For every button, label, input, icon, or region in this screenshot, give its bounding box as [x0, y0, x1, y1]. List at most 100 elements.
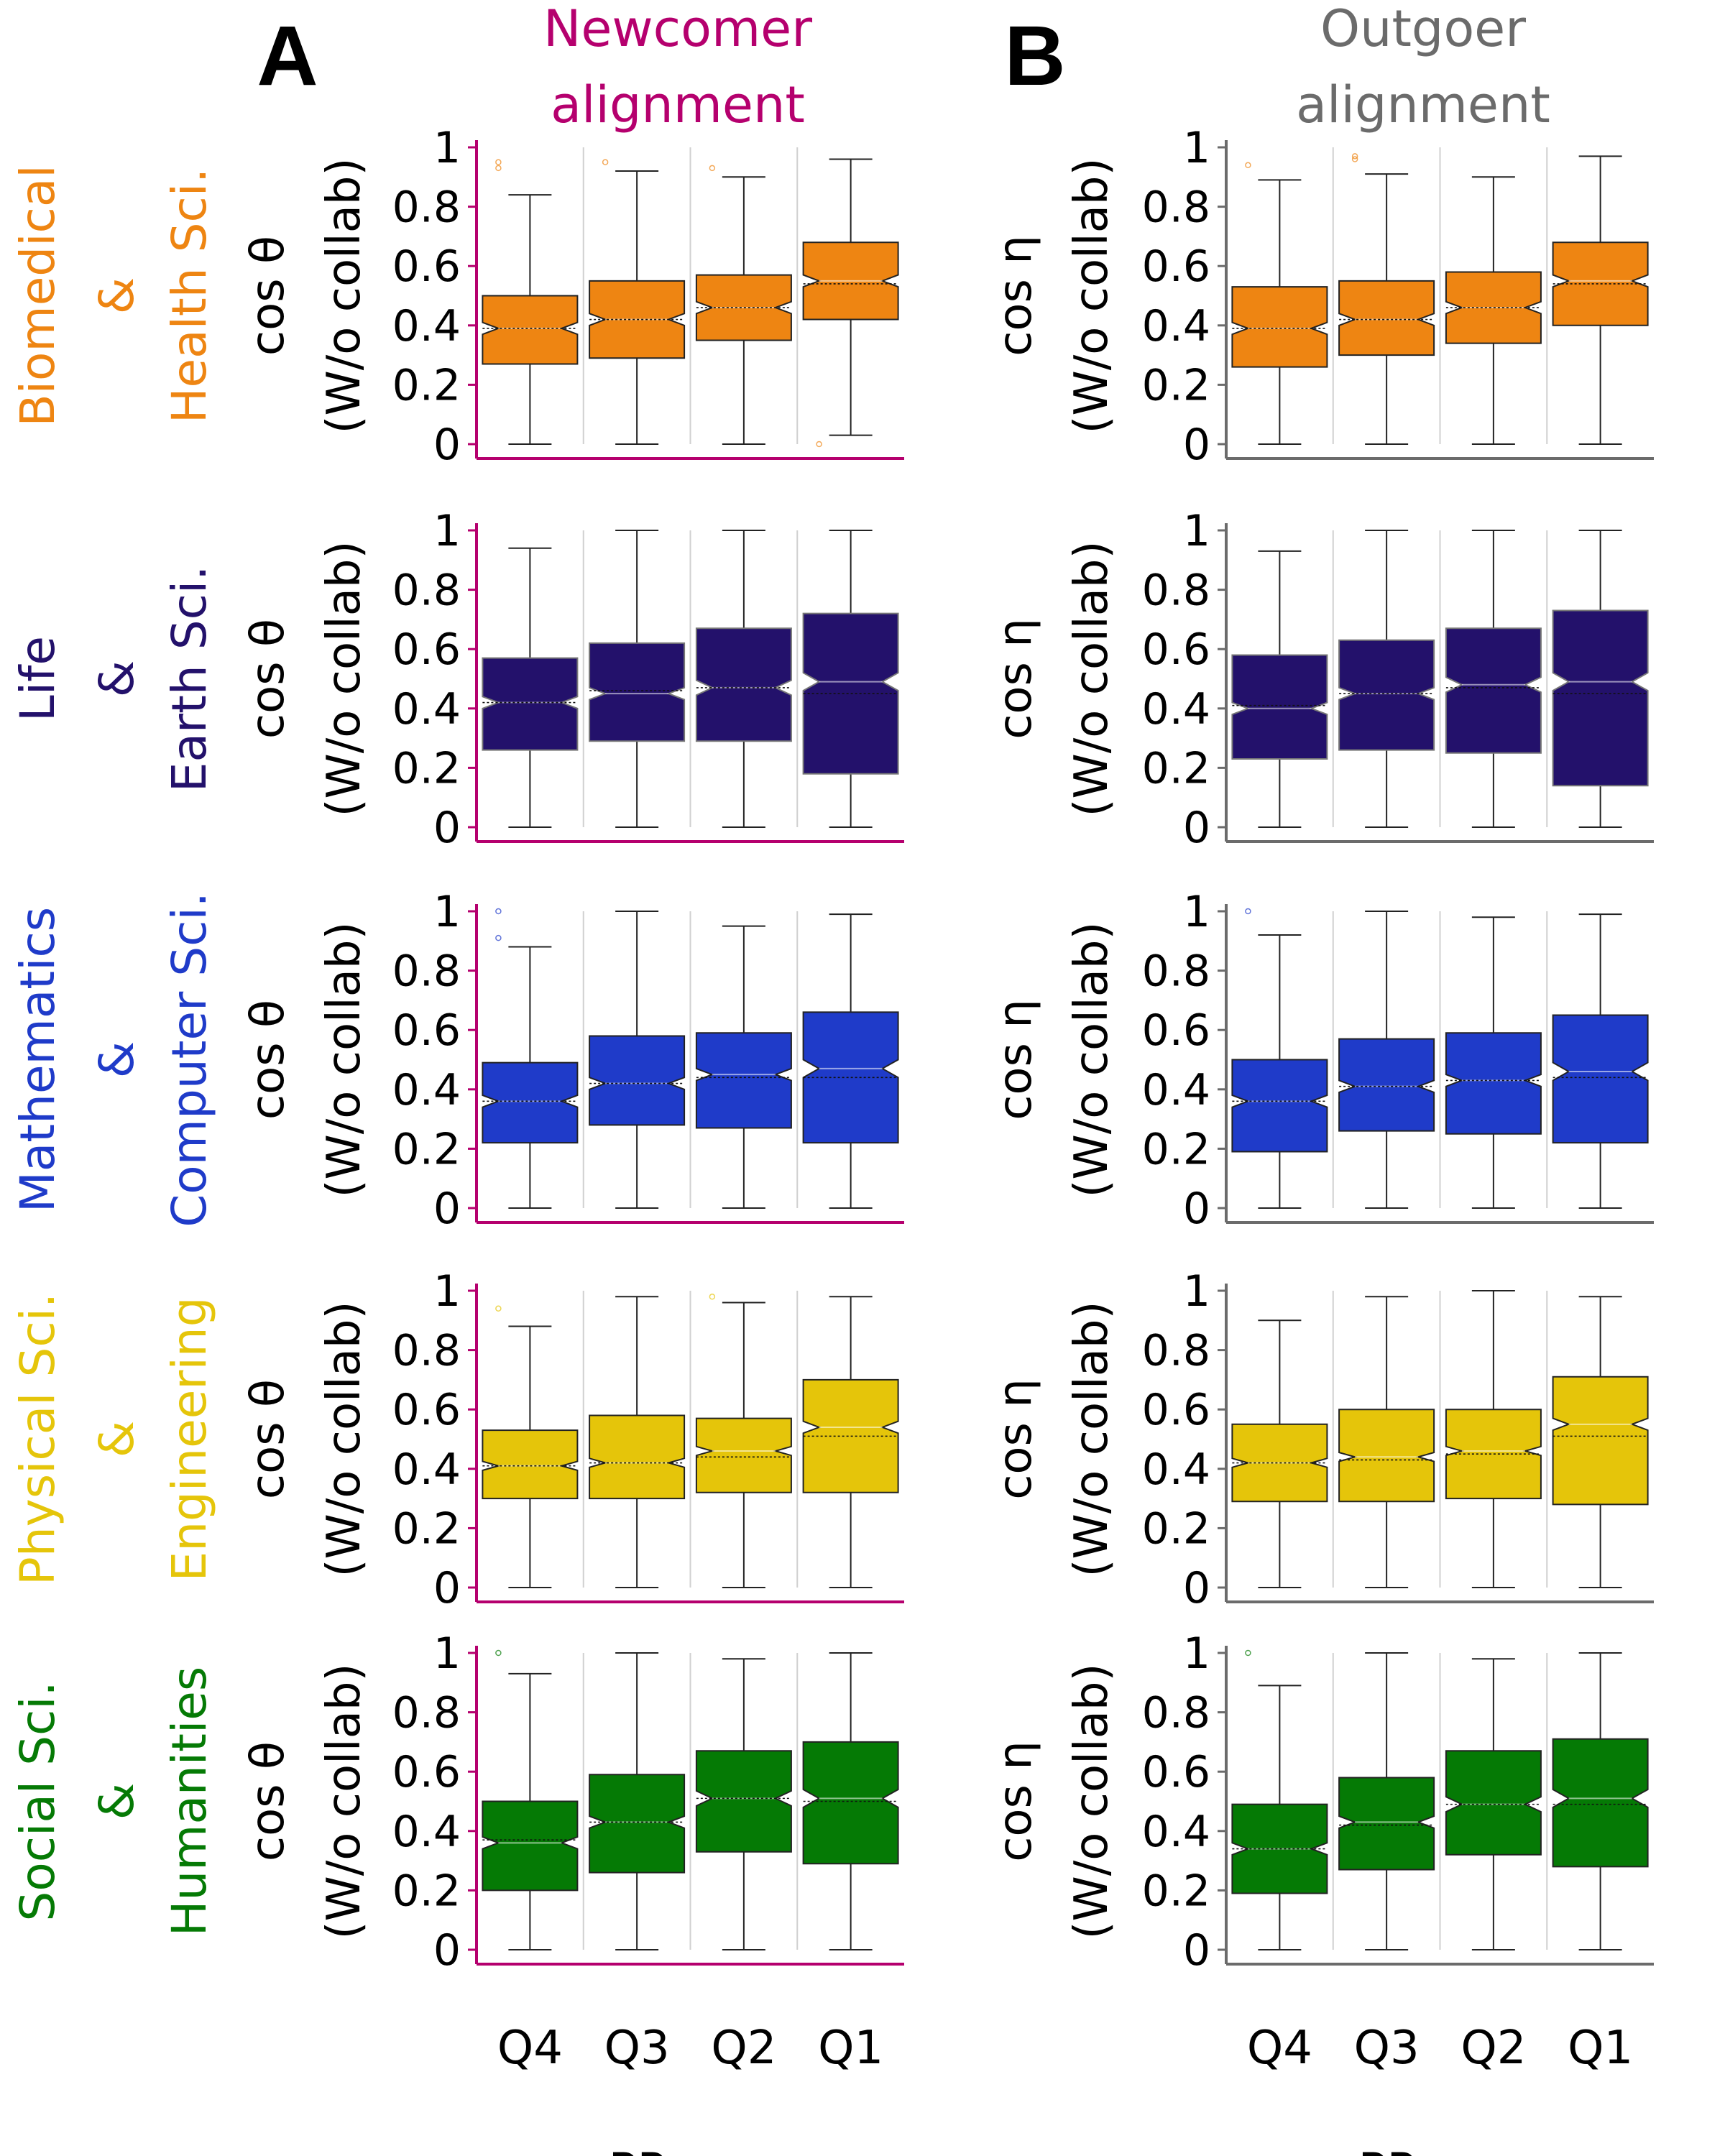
- y-tick-label: 0: [1183, 1925, 1210, 1976]
- y-tick-label: 0.8: [392, 1326, 461, 1376]
- box-body: [482, 657, 579, 751]
- outlier-point: [709, 165, 716, 172]
- box-q1: [802, 158, 899, 448]
- box-q1: [802, 530, 899, 828]
- box-body: [695, 1417, 792, 1493]
- plot-biomed-b: 0 0.2 0.4 0.6 0.8 1 cos η (W/o collab): [989, 123, 1654, 470]
- outlier-point: [495, 159, 502, 165]
- y-tick-label: 0: [433, 1925, 461, 1976]
- box-body: [1552, 1738, 1649, 1868]
- box-q1: [1552, 530, 1649, 828]
- y-tick-label: 0.8: [392, 183, 461, 233]
- box-body: [802, 1378, 899, 1493]
- x-axis-title-a: PPtop1%: [609, 2143, 773, 2156]
- y-tick-label: 0: [1183, 1184, 1210, 1234]
- y-tick-label: 0.4: [1142, 684, 1210, 734]
- box-q1: [802, 913, 899, 1209]
- headers: A Newcomer alignment B Outgoer alignment: [257, 0, 1550, 134]
- y-axis-subtitle: (W/o collab): [318, 1301, 371, 1577]
- outlier-point: [495, 934, 502, 941]
- plot-phys-a: 0 0.2 0.4 0.6 0.8 1 cos θ (W/o collab): [242, 1266, 904, 1613]
- x-tick-label-q3: Q3: [1354, 2022, 1420, 2075]
- box-body: [1445, 627, 1542, 754]
- outlier-point: [1245, 162, 1251, 169]
- y-axis-subtitle: (W/o collab): [1065, 157, 1118, 433]
- y-tick-label: 0.8: [1142, 566, 1210, 616]
- box-body: [482, 1429, 579, 1500]
- field-label-social-line-1: Social Sci.: [10, 1681, 65, 1921]
- y-tick-label: 0.2: [392, 1124, 461, 1174]
- y-tick-label: 0.4: [392, 1065, 461, 1115]
- box-body: [695, 1032, 792, 1129]
- y-tick-label: 0.8: [1142, 183, 1210, 233]
- box-body: [1338, 280, 1435, 356]
- y-tick-label: 0.8: [1142, 1326, 1210, 1376]
- outlier-point: [495, 908, 502, 915]
- box-q3: [1338, 911, 1435, 1209]
- outlier-point: [1351, 156, 1358, 162]
- box-body: [1231, 654, 1328, 760]
- y-tick-label: 0.2: [392, 1503, 461, 1554]
- y-tick-label: 1: [1183, 1266, 1210, 1317]
- field-label-life-line-2: &: [89, 660, 144, 697]
- y-tick-label: 0.2: [392, 1866, 461, 1916]
- box-q4: [1231, 162, 1328, 445]
- y-tick-label: 0.2: [1142, 743, 1210, 793]
- y-tick-label: 0: [433, 803, 461, 853]
- y-tick-label: 0.6: [1142, 1005, 1210, 1056]
- box-q4: [482, 547, 579, 828]
- box-body: [1552, 1376, 1649, 1506]
- box-body: [589, 1035, 686, 1126]
- y-tick-label: 0.4: [392, 684, 461, 734]
- plot-life-b: 0 0.2 0.4 0.6 0.8 1 cos η (W/o collab): [989, 506, 1654, 853]
- y-tick-label: 0.4: [1142, 301, 1210, 351]
- y-tick-label: 1: [433, 1266, 461, 1317]
- box-body: [802, 1741, 899, 1865]
- outlier-point: [1245, 1649, 1251, 1657]
- box-body: [589, 1414, 686, 1500]
- box-body: [482, 1800, 579, 1892]
- plot-social-b: 0 0.2 0.4 0.6 0.8 1 cos η (W/o collab): [989, 1628, 1654, 1976]
- box-q3: [589, 159, 686, 445]
- y-tick-label: 0.2: [1142, 1124, 1210, 1174]
- plot-grid: 0 0.2 0.4 0.6 0.8 1 cos θ (W/o collab) 0 0.2 0.4 0.…: [242, 123, 1654, 1976]
- box-body: [695, 627, 792, 742]
- box-q4: [482, 908, 579, 1209]
- box-q4: [482, 1649, 579, 1950]
- x-tick-label-q1: Q1: [1568, 2022, 1633, 2075]
- panel-letter-b: B: [1004, 9, 1065, 103]
- outlier-point: [816, 441, 822, 448]
- box-q3: [1338, 153, 1435, 445]
- y-axis-title: cos θ: [242, 236, 295, 356]
- plot-math-b: 0 0.2 0.4 0.6 0.8 1 cos η (W/o collab): [989, 887, 1654, 1234]
- field-label-math-line-2: &: [89, 1041, 144, 1078]
- y-tick-label: 1: [433, 506, 461, 556]
- field-labels: Biomedical & Health Sci.Life & Earth Sci.Mat…: [10, 165, 217, 1936]
- box-body: [1552, 609, 1649, 787]
- box-q2: [1445, 916, 1542, 1209]
- field-label-math-line-3: Computer Sci.: [162, 892, 217, 1227]
- y-tick-label: 0.6: [392, 1747, 461, 1797]
- field-label-phys-line-3: Engineering: [162, 1297, 217, 1582]
- box-q1: [1552, 1296, 1649, 1588]
- y-tick-label: 0.4: [1142, 1445, 1210, 1495]
- box-q3: [1338, 1296, 1435, 1588]
- y-tick-label: 0: [1183, 1563, 1210, 1613]
- box-body: [482, 295, 579, 365]
- field-label-life-line-1: Life: [10, 636, 65, 722]
- field-label-math-line-1: Mathematics: [10, 907, 65, 1212]
- box-body: [1338, 1409, 1435, 1503]
- plot-life-a: 0 0.2 0.4 0.6 0.8 1 cos θ (W/o collab): [242, 506, 904, 853]
- y-tick-label: 0.6: [1142, 241, 1210, 292]
- y-axis-subtitle: (W/o collab): [1065, 921, 1118, 1197]
- box-body: [695, 1750, 792, 1853]
- panel-letter-a: A: [257, 9, 318, 103]
- box-q1: [1552, 1652, 1649, 1950]
- y-tick-label: 0.6: [392, 241, 461, 292]
- y-tick-label: 0.6: [392, 1005, 461, 1056]
- y-tick-label: 0: [1183, 803, 1210, 853]
- box-q3: [589, 530, 686, 828]
- y-axis-subtitle: (W/o collab): [318, 157, 371, 433]
- box-body: [1231, 286, 1328, 368]
